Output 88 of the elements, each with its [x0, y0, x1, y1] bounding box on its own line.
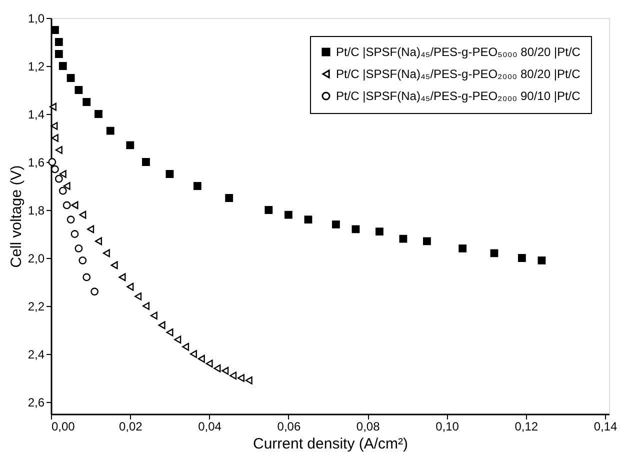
legend-label: Pt/C |SPSF(Na)₄₅/PES-g-PEO₂₀₀₀ 80/20 |Pt/C — [336, 67, 581, 81]
point — [304, 216, 312, 224]
y-tick-label: 2,6 — [28, 396, 45, 410]
x-tick-label: 0,04 — [198, 420, 222, 434]
point — [71, 201, 78, 210]
point — [78, 256, 87, 264]
point — [106, 126, 114, 135]
point — [74, 86, 83, 94]
x-tick-label: 0,08 — [356, 420, 380, 434]
point — [332, 220, 340, 228]
point — [110, 261, 118, 270]
point — [214, 364, 221, 372]
point — [79, 210, 86, 219]
point — [51, 165, 59, 174]
point — [158, 321, 166, 330]
point — [82, 98, 91, 106]
point — [49, 102, 56, 111]
y-tick-label: 1,2 — [28, 60, 45, 74]
point — [51, 26, 59, 34]
point — [118, 273, 126, 282]
point — [51, 134, 58, 142]
y-axis-title: Cell voltage (V) — [8, 165, 25, 268]
y-tick-label: 2,2 — [28, 300, 45, 314]
point — [90, 288, 98, 296]
point — [538, 256, 546, 264]
x-axis-title: Current density (A/cm²) — [252, 436, 408, 452]
y-tick-label: 2,0 — [28, 252, 45, 266]
y-tick-label: 1,8 — [28, 204, 45, 218]
point — [284, 210, 292, 219]
point — [142, 158, 150, 166]
point — [518, 254, 526, 262]
point — [94, 237, 102, 246]
point — [352, 225, 360, 234]
point — [59, 170, 66, 178]
point — [62, 201, 71, 210]
point — [87, 225, 94, 234]
x-tick-label: 0,12 — [514, 420, 538, 434]
x-tick-label: 0,02 — [118, 420, 143, 434]
point — [222, 366, 229, 375]
point — [82, 273, 91, 282]
y-tick-label: 1,4 — [28, 108, 45, 122]
point — [399, 234, 408, 243]
point — [142, 302, 150, 310]
x-tick-label: 0,14 — [594, 420, 618, 434]
point — [206, 360, 213, 368]
point — [490, 249, 498, 258]
point — [66, 74, 75, 82]
x-tick-label: 0,00 — [52, 420, 76, 434]
point — [198, 354, 205, 363]
point — [230, 372, 237, 380]
point — [134, 292, 142, 300]
point — [74, 244, 83, 252]
point — [58, 186, 67, 195]
point — [54, 38, 63, 46]
point — [54, 50, 63, 58]
y-tick-label: 1,6 — [28, 156, 45, 170]
point — [423, 237, 431, 246]
point — [225, 194, 234, 202]
point — [166, 328, 174, 336]
point — [174, 336, 182, 344]
point — [58, 62, 67, 70]
point — [264, 206, 273, 214]
y-tick-label: 1,0 — [28, 12, 45, 26]
legend-label: Pt/C |SPSF(Na)₄₅/PES-g-PEO₅₀₀₀ 80/20 |Pt/C — [336, 45, 581, 59]
point — [182, 342, 190, 351]
point — [126, 141, 134, 150]
point — [54, 174, 63, 183]
point — [55, 146, 62, 154]
point — [193, 182, 202, 190]
point — [458, 244, 467, 252]
point — [237, 374, 244, 382]
point — [63, 182, 70, 190]
legend-label: Pt/C |SPSF(Na)₄₅/PES-g-PEO₂₀₀₀ 90/10 |Pt/C — [336, 89, 581, 103]
y-tick-label: 2,4 — [28, 348, 45, 362]
point — [94, 110, 102, 118]
point — [50, 122, 58, 130]
point — [126, 282, 134, 291]
point — [376, 228, 384, 236]
point — [166, 170, 174, 178]
point — [70, 230, 79, 238]
point — [102, 249, 110, 258]
x-tick-label: 0,06 — [277, 420, 301, 434]
x-tick-label: 0,10 — [436, 420, 460, 434]
point — [245, 376, 252, 384]
point — [48, 158, 56, 166]
point — [190, 350, 197, 358]
point — [66, 216, 75, 224]
point — [150, 312, 158, 320]
